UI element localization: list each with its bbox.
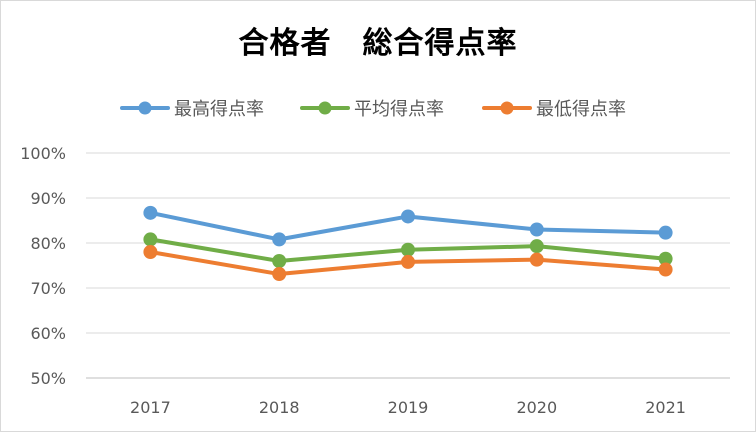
- legend-item-max: 最高得点率: [120, 96, 264, 120]
- data-point-avg: [529, 239, 544, 254]
- data-point-avg: [658, 251, 673, 266]
- legend-swatch-max: [120, 101, 170, 115]
- data-point-min: [272, 267, 287, 282]
- data-point-min: [529, 252, 544, 267]
- x-tick-label: 2021: [645, 398, 686, 417]
- legend-label-max: 最高得点率: [174, 99, 264, 120]
- x-tick-label: 2020: [516, 398, 557, 417]
- data-point-max: [529, 222, 544, 237]
- data-point-avg: [272, 254, 287, 268]
- legend-item-avg: 平均得点率: [300, 96, 444, 120]
- legend-marker-max: [138, 101, 152, 115]
- legend-label-avg: 平均得点率: [354, 99, 444, 120]
- y-tick-label: 100%: [20, 144, 66, 163]
- legend-marker-avg: [318, 101, 332, 115]
- y-tick-label: 80%: [30, 234, 66, 253]
- data-point-max: [658, 225, 673, 240]
- data-point-max: [272, 232, 287, 247]
- y-tick-label: 60%: [30, 324, 66, 343]
- data-point-avg: [143, 232, 158, 247]
- x-tick-label: 2017: [130, 398, 171, 417]
- legend-swatch-min: [482, 101, 532, 115]
- chart-title: 合格者 総合得点率: [238, 26, 518, 61]
- legend: 最高得点率 平均得点率 最低得点率: [0, 96, 756, 120]
- y-tick-label: 90%: [30, 189, 66, 208]
- data-point-min: [143, 245, 158, 259]
- data-point-max: [143, 205, 158, 220]
- data-point-avg: [401, 242, 415, 257]
- legend-item-min: 最低得点率: [482, 96, 626, 120]
- legend-swatch-avg: [300, 101, 350, 115]
- x-tick-label: 2019: [388, 398, 429, 417]
- x-tick-label: 2018: [259, 398, 300, 417]
- data-point-min: [658, 262, 673, 277]
- data-point-min: [401, 254, 415, 269]
- y-tick-label: 70%: [30, 279, 66, 298]
- y-tick-label: 50%: [30, 369, 66, 388]
- legend-marker-min: [500, 101, 514, 115]
- legend-label-min: 最低得点率: [536, 99, 626, 120]
- data-point-max: [401, 209, 415, 224]
